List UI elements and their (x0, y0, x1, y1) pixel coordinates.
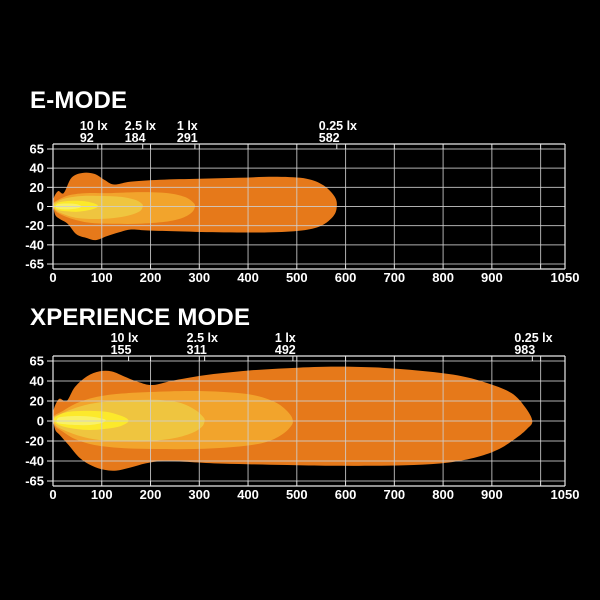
y-axis-label: 65 (30, 142, 44, 157)
x-axis-label: 300 (188, 487, 210, 502)
y-axis-label: -65 (25, 257, 44, 272)
annotation-lux-label: 10 lx (111, 331, 139, 345)
y-axis-label: 65 (30, 354, 44, 369)
y-axis-label: 0 (37, 414, 44, 429)
x-axis-label: 1050 (551, 270, 580, 285)
chart-title-e-mode: E-MODE (30, 87, 128, 114)
x-axis-label: 900 (481, 487, 503, 502)
annotation-lux-label: 1 lx (177, 119, 198, 133)
annotation-distance-value: 492 (275, 343, 296, 357)
x-axis-label: 900 (481, 270, 503, 285)
x-axis-label: 100 (91, 270, 113, 285)
x-axis-label: 400 (237, 487, 259, 502)
annotation-distance-value: 155 (111, 343, 132, 357)
x-axis-label: 500 (286, 270, 308, 285)
annotation-lux-label: 0.25 lx (319, 119, 357, 133)
x-axis-label: 400 (237, 270, 259, 285)
x-axis-label: 300 (188, 270, 210, 285)
x-axis-label: 1050 (551, 487, 580, 502)
annotation-distance-value: 291 (177, 131, 198, 145)
y-axis-label: 0 (37, 199, 44, 214)
annotation-lux-label: 0.25 lx (514, 331, 552, 345)
annotation-distance-value: 184 (125, 131, 146, 145)
y-axis-label: -40 (25, 454, 44, 469)
x-axis-label: 200 (140, 270, 162, 285)
x-axis-label: 800 (432, 487, 454, 502)
annotation-distance-value: 311 (187, 343, 207, 357)
y-axis-label: 20 (30, 180, 44, 195)
x-axis-label: 600 (335, 270, 357, 285)
x-axis-label: 100 (91, 487, 113, 502)
x-axis-label: 700 (383, 270, 405, 285)
y-axis-label: -20 (25, 434, 44, 449)
x-axis-label: 0 (49, 270, 56, 285)
annotation-distance-value: 983 (514, 343, 535, 357)
y-axis-label: -40 (25, 237, 44, 252)
chart-title-xperience-mode: XPERIENCE MODE (30, 304, 251, 331)
y-axis-label: 40 (30, 374, 44, 389)
annotation-lux-label: 2.5 lx (125, 119, 156, 133)
annotation-distance-value: 92 (80, 131, 94, 145)
x-axis-label: 200 (140, 487, 162, 502)
annotation-lux-label: 10 lx (80, 119, 108, 133)
x-axis-label: 500 (286, 487, 308, 502)
annotation-distance-value: 582 (319, 131, 340, 145)
x-axis-label: 800 (432, 270, 454, 285)
x-axis-label: 600 (335, 487, 357, 502)
y-axis-label: -65 (25, 474, 44, 489)
y-axis-label: 40 (30, 161, 44, 176)
x-axis-label: 0 (49, 487, 56, 502)
y-axis-label: -20 (25, 218, 44, 233)
x-axis-label: 700 (383, 487, 405, 502)
y-axis-label: 20 (30, 394, 44, 409)
annotation-lux-label: 2.5 lx (187, 331, 218, 345)
annotation-lux-label: 1 lx (275, 331, 296, 345)
